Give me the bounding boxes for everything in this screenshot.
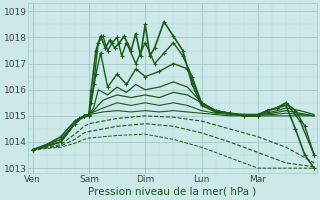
X-axis label: Pression niveau de la mer( hPa ): Pression niveau de la mer( hPa ) xyxy=(88,187,256,197)
